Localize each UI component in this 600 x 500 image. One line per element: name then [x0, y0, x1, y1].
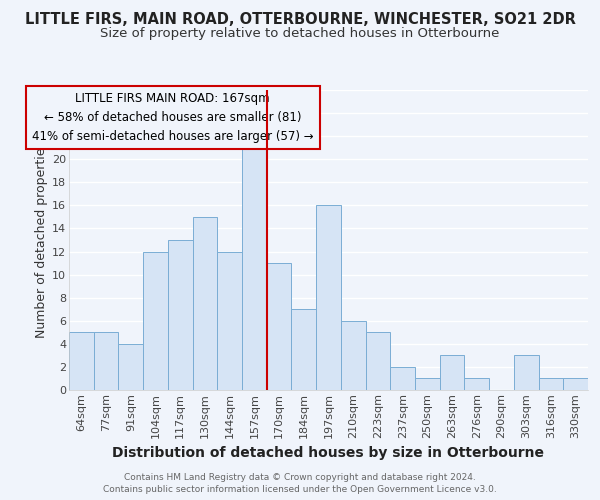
Bar — [193, 217, 217, 390]
Text: Contains public sector information licensed under the Open Government Licence v3: Contains public sector information licen… — [103, 485, 497, 494]
Bar — [118, 344, 143, 390]
Bar — [267, 263, 292, 390]
Text: LITTLE FIRS, MAIN ROAD, OTTERBOURNE, WINCHESTER, SO21 2DR: LITTLE FIRS, MAIN ROAD, OTTERBOURNE, WIN… — [25, 12, 575, 28]
Bar — [69, 332, 94, 390]
Text: Size of property relative to detached houses in Otterbourne: Size of property relative to detached ho… — [100, 28, 500, 40]
Bar — [292, 309, 316, 390]
Bar — [341, 321, 365, 390]
Bar — [242, 148, 267, 390]
Bar — [217, 252, 242, 390]
Bar — [316, 206, 341, 390]
Bar — [143, 252, 168, 390]
Bar — [539, 378, 563, 390]
Bar — [390, 367, 415, 390]
Bar — [365, 332, 390, 390]
Text: Contains HM Land Registry data © Crown copyright and database right 2024.: Contains HM Land Registry data © Crown c… — [124, 472, 476, 482]
Bar — [563, 378, 588, 390]
Bar — [440, 356, 464, 390]
Y-axis label: Number of detached properties: Number of detached properties — [35, 142, 48, 338]
X-axis label: Distribution of detached houses by size in Otterbourne: Distribution of detached houses by size … — [113, 446, 545, 460]
Bar — [94, 332, 118, 390]
Bar — [168, 240, 193, 390]
Bar — [514, 356, 539, 390]
Bar — [464, 378, 489, 390]
Bar — [415, 378, 440, 390]
Text: LITTLE FIRS MAIN ROAD: 167sqm
← 58% of detached houses are smaller (81)
41% of s: LITTLE FIRS MAIN ROAD: 167sqm ← 58% of d… — [32, 92, 314, 144]
